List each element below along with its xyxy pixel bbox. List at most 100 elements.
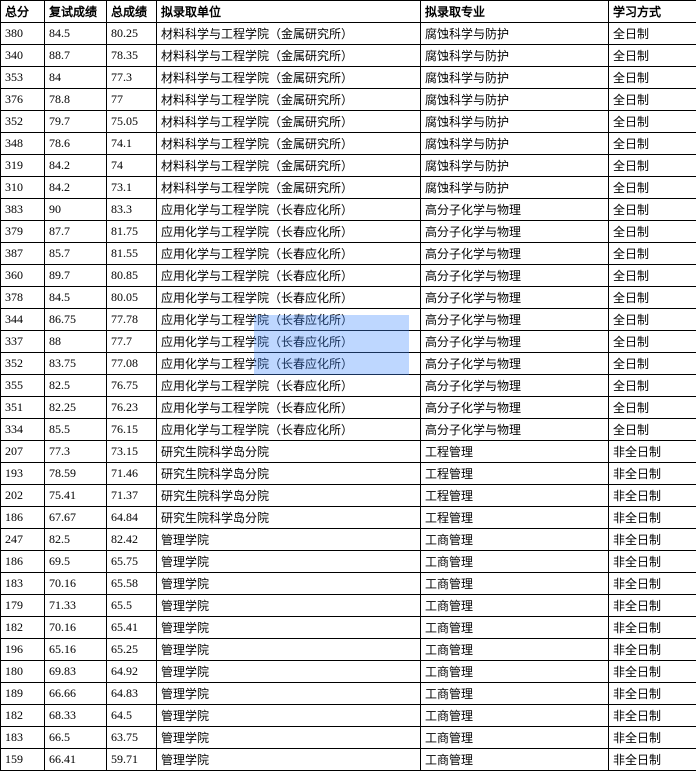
cell: 管理学院: [157, 639, 421, 661]
cell: 全日制: [609, 309, 696, 331]
cell: 376: [1, 89, 45, 111]
cell: 65.41: [107, 617, 157, 639]
cell: 管理学院: [157, 749, 421, 771]
cell: 310: [1, 177, 45, 199]
cell: 应用化学与工程学院（长春应化所）: [157, 375, 421, 397]
cell: 全日制: [609, 89, 696, 111]
table-row: 37987.781.75应用化学与工程学院（长春应化所）高分子化学与物理全日制: [1, 221, 696, 243]
cell: 全日制: [609, 265, 696, 287]
cell: 183: [1, 573, 45, 595]
col-header-major: 拟录取专业: [421, 1, 609, 23]
cell: 182: [1, 617, 45, 639]
cell: 71.37: [107, 485, 157, 507]
table-row: 34486.7577.78应用化学与工程学院（长春应化所）高分子化学与物理全日制: [1, 309, 696, 331]
cell: 82.25: [45, 397, 107, 419]
cell: 腐蚀科学与防护: [421, 23, 609, 45]
cell: 319: [1, 155, 45, 177]
cell: 65.58: [107, 573, 157, 595]
cell: 66.41: [45, 749, 107, 771]
cell: 材料科学与工程学院（金属研究所）: [157, 89, 421, 111]
cell: 83.3: [107, 199, 157, 221]
cell: 79.7: [45, 111, 107, 133]
table-container: 总分 复试成绩 总成绩 拟录取单位 拟录取专业 学习方式 38084.580.2…: [0, 0, 696, 771]
cell: 88.7: [45, 45, 107, 67]
table-row: 18669.565.75管理学院工商管理非全日制: [1, 551, 696, 573]
cell: 工程管理: [421, 485, 609, 507]
table-row: 33485.576.15应用化学与工程学院（长春应化所）高分子化学与物理全日制: [1, 419, 696, 441]
cell: 应用化学与工程学院（长春应化所）: [157, 265, 421, 287]
cell: 应用化学与工程学院（长春应化所）: [157, 353, 421, 375]
table-row: 35283.7577.08应用化学与工程学院（长春应化所）高分子化学与物理全日制: [1, 353, 696, 375]
cell: 77.3: [45, 441, 107, 463]
cell: 70.16: [45, 617, 107, 639]
cell: 337: [1, 331, 45, 353]
cell: 腐蚀科学与防护: [421, 45, 609, 67]
cell: 75.05: [107, 111, 157, 133]
cell: 工商管理: [421, 639, 609, 661]
cell: 66.5: [45, 727, 107, 749]
cell: 工程管理: [421, 463, 609, 485]
cell: 70.16: [45, 573, 107, 595]
cell: 工商管理: [421, 705, 609, 727]
cell: 387: [1, 243, 45, 265]
cell: 高分子化学与物理: [421, 375, 609, 397]
cell: 65.25: [107, 639, 157, 661]
cell: 71.46: [107, 463, 157, 485]
cell: 高分子化学与物理: [421, 265, 609, 287]
col-header-final: 总成绩: [107, 1, 157, 23]
col-header-mode: 学习方式: [609, 1, 696, 23]
cell: 非全日制: [609, 485, 696, 507]
cell: 69.83: [45, 661, 107, 683]
cell: 82.5: [45, 375, 107, 397]
cell: 87.7: [45, 221, 107, 243]
cell: 82.5: [45, 529, 107, 551]
cell: 材料科学与工程学院（金属研究所）: [157, 111, 421, 133]
cell: 非全日制: [609, 529, 696, 551]
cell: 高分子化学与物理: [421, 331, 609, 353]
cell: 高分子化学与物理: [421, 287, 609, 309]
cell: 193: [1, 463, 45, 485]
cell: 76.75: [107, 375, 157, 397]
cell: 340: [1, 45, 45, 67]
table-row: 18069.8364.92管理学院工商管理非全日制: [1, 661, 696, 683]
cell: 非全日制: [609, 551, 696, 573]
cell: 84.5: [45, 23, 107, 45]
table-row: 36089.780.85应用化学与工程学院（长春应化所）高分子化学与物理全日制: [1, 265, 696, 287]
cell: 全日制: [609, 353, 696, 375]
cell: 202: [1, 485, 45, 507]
cell: 182: [1, 705, 45, 727]
table-row: 35182.2576.23应用化学与工程学院（长春应化所）高分子化学与物理全日制: [1, 397, 696, 419]
cell: 75.41: [45, 485, 107, 507]
cell: 工程管理: [421, 441, 609, 463]
cell: 高分子化学与物理: [421, 309, 609, 331]
cell: 研究生院科学岛分院: [157, 441, 421, 463]
table-row: 20275.4171.37研究生院科学岛分院工程管理非全日制: [1, 485, 696, 507]
cell: 非全日制: [609, 661, 696, 683]
cell: 84.2: [45, 177, 107, 199]
table-row: 15966.4159.71管理学院工商管理非全日制: [1, 749, 696, 771]
cell: 180: [1, 661, 45, 683]
table-row: 38785.781.55应用化学与工程学院（长春应化所）高分子化学与物理全日制: [1, 243, 696, 265]
cell: 71.33: [45, 595, 107, 617]
cell: 334: [1, 419, 45, 441]
cell: 183: [1, 727, 45, 749]
cell: 管理学院: [157, 573, 421, 595]
cell: 207: [1, 441, 45, 463]
cell: 352: [1, 353, 45, 375]
cell: 65.5: [107, 595, 157, 617]
table-row: 37884.580.05应用化学与工程学院（长春应化所）高分子化学与物理全日制: [1, 287, 696, 309]
table-row: 3839083.3应用化学与工程学院（长春应化所）高分子化学与物理全日制: [1, 199, 696, 221]
cell: 应用化学与工程学院（长春应化所）: [157, 221, 421, 243]
cell: 研究生院科学岛分院: [157, 463, 421, 485]
cell: 管理学院: [157, 595, 421, 617]
table-row: 38084.580.25材料科学与工程学院（金属研究所）腐蚀科学与防护全日制: [1, 23, 696, 45]
cell: 高分子化学与物理: [421, 243, 609, 265]
cell: 64.84: [107, 507, 157, 529]
cell: 77.7: [107, 331, 157, 353]
cell: 应用化学与工程学院（长春应化所）: [157, 243, 421, 265]
cell: 高分子化学与物理: [421, 353, 609, 375]
cell: 66.66: [45, 683, 107, 705]
cell: 81.55: [107, 243, 157, 265]
col-header-interview: 复试成绩: [45, 1, 107, 23]
cell: 工商管理: [421, 683, 609, 705]
